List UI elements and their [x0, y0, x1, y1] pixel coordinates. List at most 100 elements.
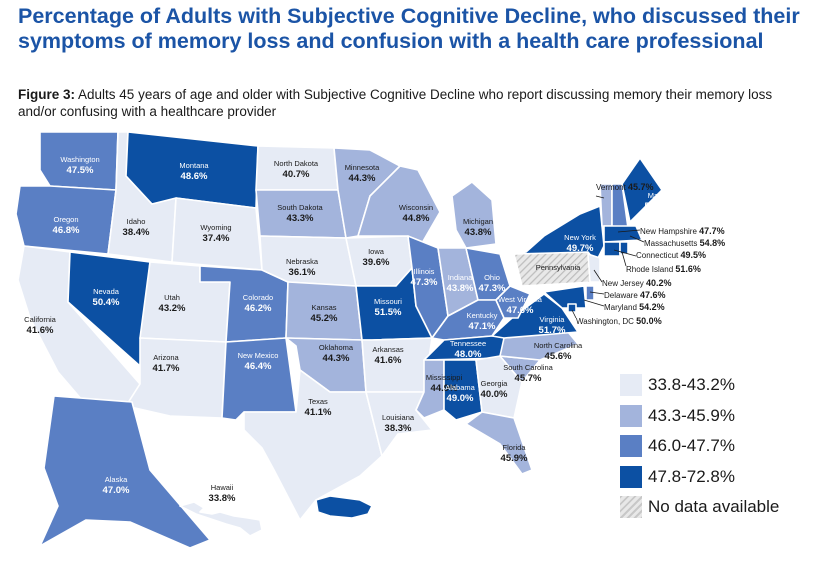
state-label-wi: Wisconsin 44.8% [399, 203, 433, 224]
state-label-il: Illinois 47.3% [411, 267, 438, 288]
leader-line-ma [629, 235, 645, 243]
state-label-ri: Rhode Island 51.6% [626, 264, 701, 274]
state-label-ms: Mississippi 44.9% [426, 373, 463, 394]
state-name-sc: South Carolina [503, 363, 553, 372]
state-value-ok: 44.3% [323, 353, 350, 364]
state-label-nm: New Mexico 46.4% [238, 351, 279, 372]
state-label-oh: Ohio 47.3% [479, 273, 506, 294]
state-name-tn: Tennessee [450, 339, 486, 348]
state-name-ak: Alaska [105, 475, 128, 484]
state-label-mo: Missouri 51.5% [374, 297, 402, 318]
legend-label-1: 33.8-43.2% [648, 375, 735, 395]
state-dc [567, 303, 577, 313]
state-value-ar: 41.6% [375, 355, 402, 366]
legend-item-5: No data available [620, 492, 779, 523]
state-name-dc: Washington, DC [576, 317, 636, 326]
state-name-mt: Montana [179, 161, 209, 170]
state-name-fl: Florida [503, 443, 527, 452]
state-value-ny: 49.7% [567, 243, 594, 254]
state-value-az: 41.7% [153, 363, 180, 374]
figure-caption-text: Adults 45 years of age and older with Su… [18, 87, 773, 119]
legend-item-2: 43.3-45.9% [620, 401, 779, 432]
state-name-de: Delaware [604, 291, 640, 300]
state-name-ca: California [24, 315, 57, 324]
map-title: Percentage of Adults with Subjective Cog… [18, 4, 800, 53]
state-label-nv: Nevada 50.4% [93, 287, 120, 308]
state-value-hi: 33.8% [209, 493, 236, 504]
state-name-vt: Vermont [596, 183, 628, 192]
state-label-mi: Michigan 43.8% [463, 217, 493, 238]
state-name-az: Arizona [153, 353, 179, 362]
state-label-ca: California 41.6% [24, 315, 57, 336]
state-name-nm: New Mexico [238, 351, 279, 360]
state-name-al: Alabama [445, 383, 475, 392]
state-fl [465, 411, 533, 475]
state-value-ga: 40.0% [481, 389, 508, 400]
state-value-or: 46.8% [53, 225, 80, 236]
state-value-md: 54.2% [639, 302, 665, 312]
state-label-md: Maryland 54.2% [604, 302, 665, 312]
state-value-ak: 47.0% [103, 485, 130, 496]
legend-swatch-5 [620, 496, 642, 519]
state-name-nj: New Jersey [602, 279, 646, 288]
state-value-oh: 47.3% [479, 283, 506, 294]
state-name-ct: Connecticut [636, 251, 680, 260]
state-label-ma: Massachusetts 54.8% [644, 238, 725, 248]
state-label-vt: Vermont 45.7% [596, 182, 654, 192]
state-label-az: Arizona 41.7% [153, 353, 180, 374]
state-label-wa: Washington 47.5% [60, 155, 99, 176]
state-name-wa: Washington [60, 155, 99, 164]
state-label-ny: New York 49.7% [564, 233, 596, 254]
state-name-nd: North Dakota [274, 159, 319, 168]
state-label-tx: Texas 41.1% [305, 397, 332, 418]
state-name-ri: Rhode Island [626, 265, 675, 274]
state-label-sc: South Carolina 45.7% [503, 363, 553, 384]
state-name-id: Idaho [127, 217, 146, 226]
state-name-wv: West Virginia [498, 295, 543, 304]
state-name-pa: Pennsylvania [536, 263, 581, 272]
state-name-md: Maryland [604, 303, 639, 312]
state-label-in: Indiana 43.8% [447, 273, 474, 294]
state-value-wa: 47.5% [67, 165, 94, 176]
state-wv [495, 285, 531, 319]
legend-swatch-1 [620, 374, 642, 397]
state-nj [587, 253, 601, 283]
state-label-wy: Wyoming 37.4% [200, 223, 231, 244]
state-value-fl: 45.9% [501, 453, 528, 464]
state-value-nd: 40.7% [283, 169, 310, 180]
leader-line-nj [593, 269, 603, 283]
legend-label-2: 43.3-45.9% [648, 405, 735, 425]
state-value-nm: 46.4% [245, 361, 272, 372]
state-de [585, 285, 595, 301]
state-wi [357, 165, 441, 251]
state-name-me: Maine [648, 191, 668, 200]
state-value-wi: 44.8% [403, 213, 430, 224]
state-md [543, 285, 587, 309]
state-label-de: Delaware 47.6% [604, 290, 666, 300]
state-label-ar: Arkansas 41.6% [372, 345, 404, 366]
state-label-ia: Iowa 39.6% [363, 247, 390, 268]
state-name-nc: North Carolina [534, 341, 583, 350]
state-value-dc: 50.0% [636, 316, 662, 326]
state-value-co: 46.2% [245, 303, 272, 314]
legend-label-5: No data available [648, 497, 780, 517]
state-name-ks: Kansas [311, 303, 336, 312]
state-name-mo: Missouri [374, 297, 402, 306]
state-name-ok: Oklahoma [319, 343, 354, 352]
state-value-wy: 37.4% [203, 233, 230, 244]
state-name-wy: Wyoming [200, 223, 231, 232]
state-name-la: Louisiana [382, 413, 415, 422]
state-label-al: Alabama 49.0% [445, 383, 475, 404]
state-me [621, 157, 663, 223]
state-value-la: 38.3% [385, 423, 412, 434]
leader-line-md [583, 299, 605, 307]
legend-swatch-4 [620, 465, 642, 488]
state-value-sd: 43.3% [287, 213, 314, 224]
state-label-ga: Georgia 40.0% [481, 379, 509, 400]
state-value-mi: 43.8% [465, 227, 492, 238]
state-tx [243, 369, 383, 521]
leader-line-ri [621, 251, 627, 267]
legend-label-4: 47.8-72.8% [648, 466, 735, 486]
state-mi [451, 181, 497, 249]
legend-item-1: 33.8-43.2% [620, 370, 779, 401]
